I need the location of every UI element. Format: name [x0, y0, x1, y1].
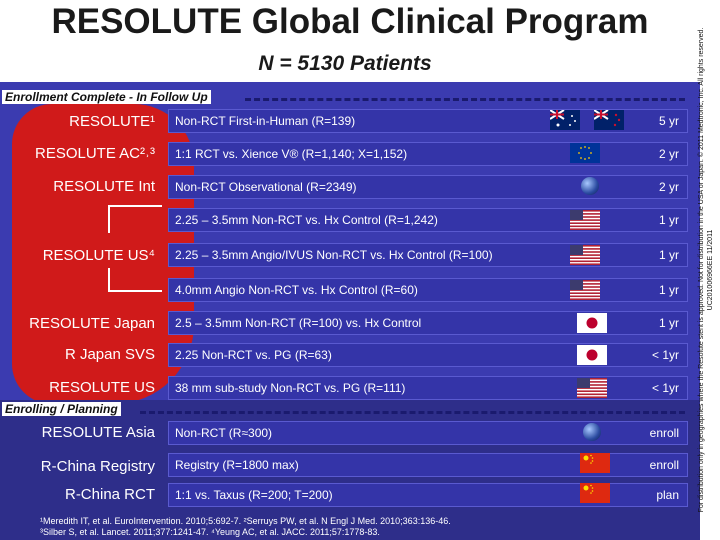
footnote-line: ³Silber S, et al. Lancet. 2011;377:1241-…	[40, 527, 380, 537]
program-row: 2.25 – 3.5mm Angio/IVUS Non-RCT vs. Hx C…	[168, 243, 688, 267]
section-divider	[245, 98, 685, 101]
study-resolute: RESOLUTE¹	[69, 113, 155, 130]
us-flag-icon	[577, 378, 607, 398]
program-row: 1:1 vs. Taxus (R=200; T=200) plan	[168, 483, 688, 507]
china-flag-icon	[580, 453, 610, 473]
program-row: 2.5 – 3.5mm Non-RCT (R=100) vs. Hx Contr…	[168, 311, 688, 335]
new-zealand-flag-icon	[594, 110, 624, 130]
program-row: Non-RCT (R≈300) enroll	[168, 421, 688, 445]
china-flag-icon	[580, 483, 610, 503]
study-r-china-rct: R-China RCT	[64, 486, 155, 503]
study-resolute-asia: RESOLUTE Asia	[41, 424, 155, 441]
section-enrollment-complete: Enrollment Complete - In Follow Up	[2, 90, 211, 104]
bracket-bottom	[108, 268, 162, 292]
globe-icon	[583, 423, 601, 441]
us-flag-icon	[570, 280, 600, 300]
program-row: Non-RCT Observational (R=2349) 2 yr	[168, 175, 688, 199]
study-r-japan-svs: R Japan SVS	[64, 346, 155, 363]
footnote-line: ¹Meredith IT, et al. EuroIntervention. 2…	[40, 516, 451, 526]
us-flag-icon	[570, 210, 600, 230]
japan-flag-icon	[577, 313, 607, 333]
program-row: 2.25 Non-RCT vs. PG (R=63) < 1yr	[168, 343, 688, 367]
program-row: Registry (R=1800 max) enroll	[168, 453, 688, 477]
study-resolute-us: RESOLUTE US⁴	[42, 247, 155, 264]
study-r-china-registry: R-China Registry	[40, 458, 155, 475]
page-title: RESOLUTE Global Clinical Program	[51, 2, 649, 41]
australia-flag-icon	[550, 110, 580, 130]
study-resolute-us-2: RESOLUTE US	[49, 379, 155, 396]
completed-highlight	[12, 104, 194, 404]
distribution-note: For distribution only in geographies whe…	[698, 27, 714, 513]
eu-flag-icon	[570, 143, 600, 163]
program-row: 38 mm sub-study Non-RCT vs. PG (R=111) < …	[168, 376, 688, 400]
section-divider	[140, 411, 685, 414]
program-row: 1:1 RCT vs. Xience V® (R=1,140; X=1,152)…	[168, 142, 688, 166]
section-enrolling: Enrolling / Planning	[2, 402, 121, 416]
study-resolute-japan: RESOLUTE Japan	[29, 315, 155, 332]
bracket-top	[108, 205, 162, 233]
us-flag-icon	[570, 245, 600, 265]
study-resolute-ac: RESOLUTE AC²˒³	[34, 145, 155, 162]
study-resolute-int: RESOLUTE Int	[53, 178, 155, 195]
footnotes: ¹Meredith IT, et al. EuroIntervention. 2…	[40, 516, 451, 538]
program-row: 4.0mm Angio Non-RCT vs. Hx Control (R=60…	[168, 278, 688, 302]
globe-icon	[581, 177, 599, 195]
japan-flag-icon	[577, 345, 607, 365]
page-subtitle: N = 5130 Patients	[258, 52, 432, 75]
program-row: 2.25 – 3.5mm Non-RCT vs. Hx Control (R=1…	[168, 208, 688, 232]
